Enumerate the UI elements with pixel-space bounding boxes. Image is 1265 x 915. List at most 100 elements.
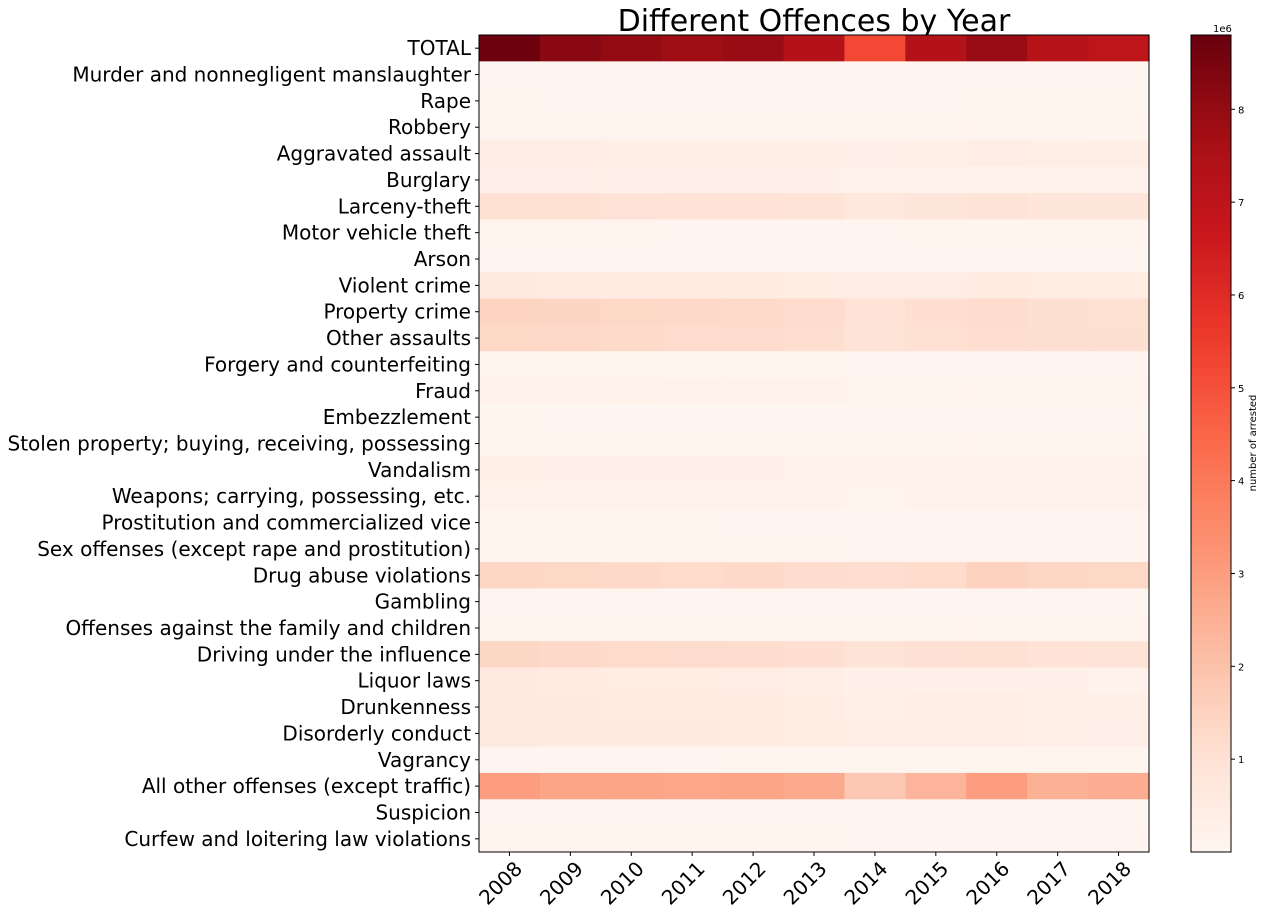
heatmap-cell [539, 351, 602, 379]
heatmap-cell [1027, 509, 1089, 537]
colorbar-tick-label: 1 [1238, 755, 1244, 766]
heatmap-cell [661, 746, 724, 774]
x-axis-labels: 2008 2009 2010 2011 2012 2013 2014 2015 2016 2017… [474, 852, 1136, 910]
heatmap-cell [600, 219, 663, 247]
heatmap-cell [905, 166, 967, 194]
heatmap-cell [844, 825, 906, 853]
heatmap-cell [966, 588, 1028, 616]
heatmap-cell [722, 403, 785, 431]
heatmap-cell [844, 245, 906, 273]
heatmap-cell [783, 614, 846, 642]
heatmap-cell [661, 667, 724, 695]
heatmap-cell [722, 614, 785, 642]
heatmap-cell [1088, 324, 1150, 352]
heatmap-cell [966, 641, 1028, 669]
heatmap-cell [783, 245, 846, 273]
heatmap-cell [905, 430, 967, 458]
heatmap-cell [722, 825, 785, 853]
heatmap-cell [661, 403, 724, 431]
heatmap-cell [722, 377, 785, 405]
colorbar-tick-label: 4 [1238, 477, 1244, 488]
heatmap-cell [905, 245, 967, 273]
heatmap-cell [722, 535, 785, 563]
colorbar-label: number of arrested [1248, 395, 1259, 492]
heatmap-cell [1027, 430, 1089, 458]
y-tick-label: Robbery [388, 115, 471, 139]
heatmap-cell [966, 456, 1028, 484]
heatmap-cell [905, 641, 967, 669]
heatmap-cell [1027, 114, 1089, 142]
y-tick-label: Drug abuse violations [253, 563, 471, 587]
heatmap-cell [722, 351, 785, 379]
heatmap-cell [722, 245, 785, 273]
heatmap-cell [539, 772, 602, 800]
heatmap-cell [600, 351, 663, 379]
heatmap-cell [661, 272, 724, 300]
heatmap-cell [1088, 351, 1150, 379]
heatmap-cell [905, 377, 967, 405]
heatmap-cell [1027, 324, 1089, 352]
heatmap-cell [600, 720, 663, 748]
heatmap-cell [783, 562, 846, 590]
heatmap-cell [479, 377, 541, 405]
heatmap-cell [479, 667, 541, 695]
heatmap-cell [661, 456, 724, 484]
heatmap-cell [1088, 219, 1150, 247]
heatmap-cell [905, 61, 967, 89]
heatmap-cell [661, 298, 724, 326]
heatmap-cell [539, 61, 602, 89]
heatmap-cell [479, 746, 541, 774]
heatmap-cell [722, 693, 785, 721]
heatmap-cell [844, 483, 906, 510]
heatmap-cell [539, 272, 602, 300]
heatmap-cell [844, 87, 906, 115]
heatmap-cell [783, 272, 846, 300]
heatmap-cell [600, 193, 663, 221]
heatmap-cell [600, 562, 663, 590]
x-tick-label: 2013 [779, 857, 832, 910]
heatmap-cell [539, 140, 602, 168]
heatmap-cell [905, 193, 967, 221]
heatmap-cell [1088, 799, 1150, 827]
heatmap-cell [1088, 140, 1150, 168]
y-tick-label: Rape [420, 89, 471, 113]
heatmap-cell [1088, 667, 1150, 695]
heatmap-cell [1088, 430, 1150, 458]
heatmap-cell [783, 799, 846, 827]
heatmap-cell [905, 509, 967, 537]
heatmap-cell [966, 245, 1028, 273]
heatmap-cell [905, 456, 967, 484]
heatmap-cell [661, 535, 724, 563]
heatmap-cell [479, 430, 541, 458]
heatmap-cell [479, 509, 541, 537]
heatmap-cell [966, 87, 1028, 115]
heatmap-cell [539, 483, 602, 510]
heatmap-cell [905, 799, 967, 827]
heatmap-cell [966, 351, 1028, 379]
heatmap-cell [966, 720, 1028, 748]
heatmap-cell [661, 588, 724, 616]
heatmap-cell [661, 430, 724, 458]
heatmap-cell [600, 667, 663, 695]
heatmap-cell [661, 193, 724, 221]
heatmap-cell [661, 35, 724, 62]
heatmap-cell [600, 430, 663, 458]
heatmap-cell [1027, 272, 1089, 300]
heatmap-cell [539, 799, 602, 827]
heatmap-cell [905, 403, 967, 431]
heatmap-cell [783, 746, 846, 774]
y-tick-label: Stolen property; buying, receiving, poss… [8, 432, 472, 456]
heatmap-cell [844, 772, 906, 800]
heatmap-cell [722, 772, 785, 800]
heatmap-cell [661, 87, 724, 115]
y-tick-label: Liquor laws [358, 669, 471, 693]
heatmap-cell [600, 272, 663, 300]
heatmap-cell [661, 614, 724, 642]
colorbar-multiplier: 1e6 [1213, 24, 1232, 35]
heatmap-cell [844, 456, 906, 484]
heatmap-cell [661, 324, 724, 352]
heatmap-cell [1088, 193, 1150, 221]
heatmap-cell [539, 403, 602, 431]
heatmap-cell [1027, 483, 1089, 510]
heatmap-cell [539, 114, 602, 142]
